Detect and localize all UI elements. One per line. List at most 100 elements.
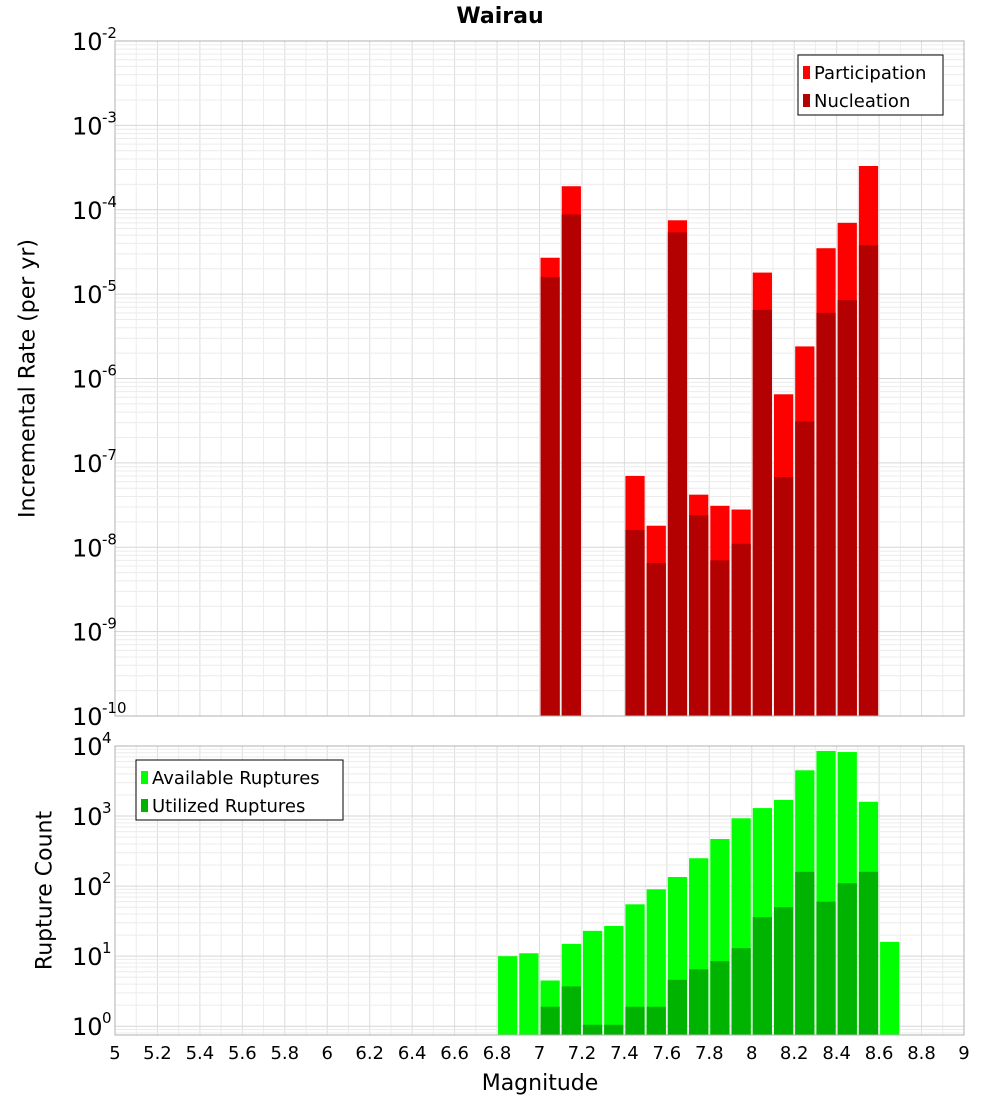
x-tick-label: 6.6 [440,1043,469,1064]
x-tick-label: 5.6 [228,1043,257,1064]
top-y-tick-exponent: -8 [102,530,117,548]
top-bar-nucleation [561,214,581,717]
top-y-tick-base: 10 [72,366,103,394]
bottom-legend-box [135,759,344,821]
top-bar-nucleation [667,232,688,716]
bottom-y-tick-base: 10 [72,873,103,901]
bottom-legend-swatch [141,771,148,784]
x-tick-label: 8 [746,1043,757,1064]
x-tick-label: 6 [322,1043,333,1064]
x-tick-label: 7.6 [653,1043,682,1064]
bottom-bar-utilized-ruptures [710,961,730,1035]
top-legend-label: Nucleation [814,91,910,112]
top-y-tick-exponent: -2 [102,24,117,42]
x-tick-label: 9 [958,1043,969,1064]
top-legend-label: Participation [814,63,926,84]
top-y-tick-base: 10 [72,112,103,140]
x-tick-label: 5.4 [186,1043,215,1064]
top-bar-nucleation [773,477,794,716]
x-tick-label: 6.8 [483,1043,512,1064]
bottom-y-tick-exponent: 3 [102,799,112,817]
top-plot-bars [540,166,879,717]
x-axis-ticks: 5 5.2 5.4 5.6 5.8 6 6.2 6.4 6.6 6.8 7 7.2 7.4 7.6 7.8 8… [109,1043,969,1064]
bottom-bar-utilized-ruptures [540,1006,560,1035]
x-tick-label: 8.4 [822,1043,851,1064]
top-bar-nucleation [625,530,645,716]
bottom-bar-utilized-ruptures [773,907,794,1035]
x-axis-label: Magnitude [482,1071,599,1096]
top-bar-nucleation [731,543,751,716]
bottom-legend-label: Utilized Ruptures [152,796,305,817]
x-tick-label: 8.8 [907,1043,936,1064]
top-legend: Participation Nucleation [797,54,944,116]
bottom-bar-available-ruptures [604,925,624,1035]
bottom-bar-utilized-ruptures [731,948,751,1035]
top-legend-box [797,54,944,116]
bottom-bar-utilized-ruptures [646,1006,666,1035]
top-bar-nucleation [837,300,857,716]
top-y-tick-base: 10 [72,197,103,225]
top-y-tick-base: 10 [72,619,103,647]
bottom-y-tick-exponent: 0 [102,1009,112,1027]
bottom-bar-available-ruptures [625,904,645,1035]
x-tick-label: 8.6 [865,1043,894,1064]
bottom-legend-label: Available Ruptures [152,768,320,789]
top-y-tick-base: 10 [72,450,103,478]
bottom-plot-bars [498,750,900,1035]
x-tick-label: 7.4 [610,1043,639,1064]
bottom-bar-available-ruptures [582,930,603,1035]
bottom-bar-utilized-ruptures [837,883,857,1035]
top-y-tick-base: 10 [72,28,103,56]
x-tick-label: 5 [109,1043,120,1064]
bottom-bar-utilized-ruptures [795,871,815,1035]
top-y-tick-exponent: -10 [102,699,127,717]
top-bar-nucleation [752,309,772,716]
x-tick-label: 7.8 [695,1043,724,1064]
top-y-tick-exponent: -4 [102,193,117,211]
bottom-bar-utilized-ruptures [816,901,836,1035]
bottom-bar-utilized-ruptures [604,1024,624,1035]
bottom-y-tick-base: 10 [72,943,103,971]
x-tick-label: 5.2 [143,1043,172,1064]
top-bar-nucleation [689,515,709,716]
x-tick-label: 7 [534,1043,545,1064]
bottom-y-tick-exponent: 1 [102,939,112,957]
top-plot-grid [114,40,965,717]
bottom-y-axis-label: Rupture Count [33,811,58,971]
bottom-y-tick-exponent: 2 [102,869,112,887]
top-plot-frame [114,40,965,717]
top-y-tick-exponent: -3 [102,108,117,126]
bottom-y-tick-base: 10 [72,803,103,831]
bottom-bar-utilized-ruptures [625,1006,645,1035]
bottom-bar-utilized-ruptures [752,917,772,1035]
bottom-bar-available-ruptures [646,889,666,1035]
top-legend-swatch [803,66,810,79]
top-y-tick-exponent: -5 [102,277,117,295]
bottom-y-tick-base: 10 [72,733,103,761]
bottom-bar-utilized-ruptures [689,969,709,1035]
bottom-bar-available-ruptures [880,941,900,1035]
top-bar-nucleation [858,245,879,717]
top-y-tick-exponent: -7 [102,446,117,464]
bottom-bar-available-ruptures [519,953,539,1035]
x-tick-label: 6.2 [355,1043,384,1064]
top-bar-nucleation [710,560,730,716]
bottom-bar-utilized-ruptures [561,986,581,1035]
top-bar-nucleation [540,276,560,716]
top-y-tick-base: 10 [72,703,103,731]
top-y-tick-base: 10 [72,534,103,562]
bottom-y-tick-base: 10 [72,1013,103,1041]
bottom-bar-utilized-ruptures [858,871,879,1035]
x-tick-label: 8.2 [780,1043,809,1064]
bottom-bar-utilized-ruptures [582,1024,603,1035]
top-bar-nucleation [795,421,815,716]
bottom-bar-available-ruptures [498,956,518,1035]
top-y-axis-label: Incremental Rate (per yr) [16,239,41,518]
x-tick-label: 6.4 [398,1043,427,1064]
top-bar-nucleation [816,312,836,716]
top-y-tick-exponent: -9 [102,615,117,633]
